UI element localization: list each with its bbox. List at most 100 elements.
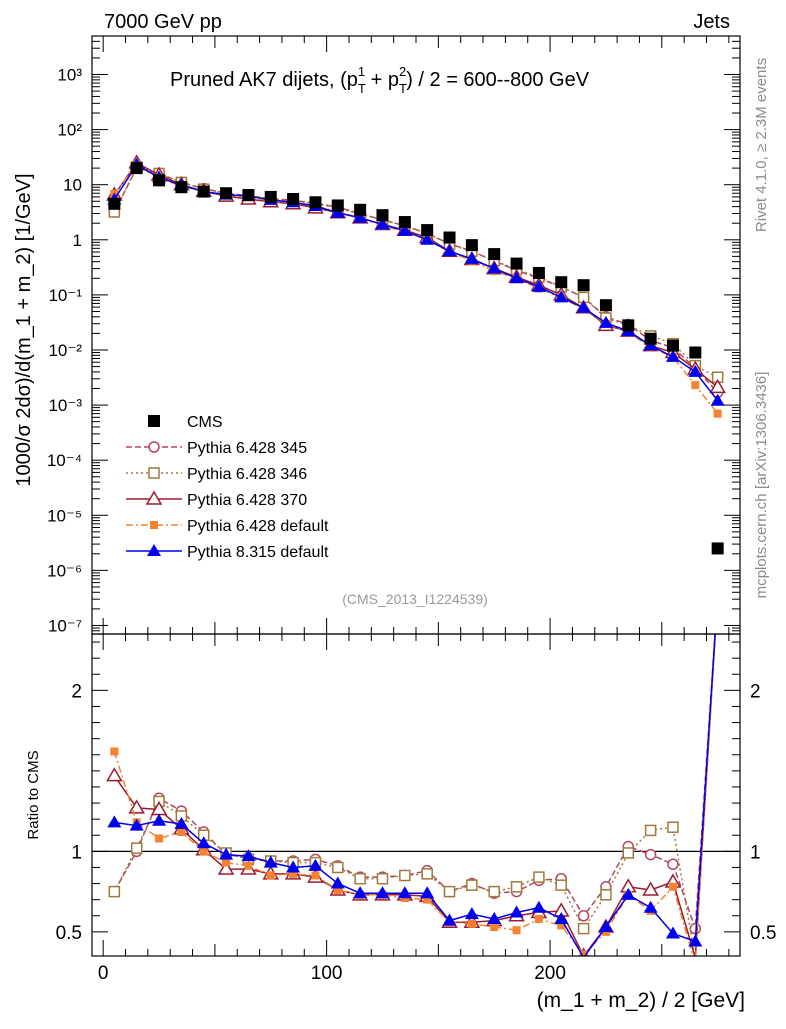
ratio-point-pythia-6-428-default <box>512 926 521 935</box>
legend-marker-pythia-6-428-346 <box>148 467 160 479</box>
ratio-point-pythia-6-428-default <box>177 828 186 837</box>
ratio-point-pythia-8-315-default <box>375 886 390 899</box>
ratio-point-pythia-6-428-default <box>289 869 298 878</box>
ratio-point-pythia-6-428-346 <box>130 842 143 854</box>
data-point-cms <box>108 197 121 210</box>
ratio-point-pythia-6-428-default <box>579 950 588 956</box>
ratio-point-pythia-6-428-346 <box>108 885 121 898</box>
data-point-pythia-8-315-default <box>397 223 412 236</box>
ratio-point-pythia-6-428-default <box>199 847 208 856</box>
ratio-point-pythia-8-315-default <box>554 911 569 924</box>
data-point-cms <box>153 174 166 187</box>
ratio-point-pythia-6-428-default <box>266 871 275 880</box>
ratio-point-pythia-6-428-346 <box>600 889 612 901</box>
ratio-point-pythia-6-428-346 <box>376 872 389 885</box>
main-y-axis-label: 1000/σ 2dσ)/d(m_1 + m_2) [1/GeV] <box>13 173 35 486</box>
ratio-point-pythia-6-428-default <box>557 921 566 930</box>
legend-label-pythia-6-428-default: Pythia 6.428 default <box>187 518 329 535</box>
ratio-point-pythia-6-428-346 <box>555 879 567 891</box>
data-point-pythia-8-315-default <box>330 205 345 218</box>
ratio-point-pythia-8-315-default <box>286 860 301 873</box>
ratio-line-pythia-6-428-370 <box>113 634 716 956</box>
data-point-cms <box>666 339 679 352</box>
data-point-pythia-8-315-default <box>710 393 725 406</box>
data-point-cms <box>130 162 143 175</box>
ratio-point-pythia-6-428-default <box>311 871 320 880</box>
data-point-cms <box>309 196 322 209</box>
ratio-plot-frame <box>91 633 741 957</box>
data-point-pythia-8-315-default <box>509 271 524 284</box>
ratio-point-pythia-8-315-default <box>152 813 167 826</box>
ratio-point-pythia-8-315-default <box>665 926 680 939</box>
ratio-point-pythia-8-315-default <box>643 900 658 913</box>
data-point-cms <box>532 266 545 279</box>
data-point-pythia-8-315-default <box>688 364 703 377</box>
ratio-point-pythia-6-428-default <box>333 885 342 894</box>
legend-marker-pythia-6-428-default <box>150 521 158 529</box>
ratio-point-pythia-6-428-default <box>467 919 476 928</box>
data-point-pythia-8-315-default <box>576 300 591 313</box>
main-series-layer <box>106 154 726 555</box>
ratio-point-pythia-8-315-default <box>442 913 457 926</box>
legend-marker-pythia-6-428-345 <box>148 441 160 453</box>
ratio-point-pythia-8-315-default <box>397 886 412 899</box>
y-tick-label: 10⁻⁷ <box>48 616 82 635</box>
y-tick-label: 10⁻⁴ <box>47 451 82 470</box>
legend-label-cms: CMS <box>187 414 223 431</box>
y-tick-label: 10 <box>63 176 82 195</box>
header-energy-label: 7000 GeV pp <box>104 11 222 33</box>
data-point-pythia-6-428-default <box>713 409 722 418</box>
data-point-cms <box>264 190 277 203</box>
ratio-point-pythia-6-428-346 <box>488 885 500 898</box>
ratio-point-pythia-8-315-default <box>219 847 234 860</box>
ratio-point-pythia-8-315-default <box>196 836 211 849</box>
ratio-point-pythia-6-428-default <box>490 923 499 932</box>
data-point-cms <box>287 193 300 206</box>
ratio-point-pythia-8-315-default <box>420 886 435 899</box>
data-point-pythia-8-315-default <box>487 261 502 274</box>
ratio-point-pythia-6-428-default <box>534 914 543 923</box>
ratio-line-pythia-6-428-346 <box>113 634 716 956</box>
legend-marker-cms <box>148 415 160 427</box>
data-point-cms <box>488 248 501 261</box>
data-point-pythia-8-315-default <box>598 315 613 328</box>
ratio-point-pythia-6-428-default <box>110 747 119 756</box>
data-point-cms <box>197 185 210 198</box>
ratio-point-pythia-6-428-346 <box>399 869 411 882</box>
data-point-cms <box>465 239 478 252</box>
data-point-pythia-8-315-default <box>375 217 390 230</box>
legend-label-pythia-6-428-345: Pythia 6.428 345 <box>187 440 307 457</box>
ratio-point-pythia-8-315-default <box>107 815 122 828</box>
data-point-cms <box>443 231 456 244</box>
data-point-cms <box>644 332 657 345</box>
data-point-cms <box>175 181 188 194</box>
data-point-pythia-6-428-370 <box>709 378 726 394</box>
y-tick-label: 10⁻⁶ <box>47 561 82 580</box>
x-tick-label: 0 <box>98 963 109 984</box>
data-point-cms <box>421 224 434 237</box>
ratio-point-pythia-6-428-default <box>668 882 677 891</box>
ratio-point-pythia-8-315-default <box>464 907 479 920</box>
ratio-point-pythia-8-315-default <box>621 887 636 900</box>
mcplots-source-label: mcplots.cern.ch [arXiv:1306.3436] <box>753 372 770 599</box>
ratio-point-pythia-8-315-default <box>174 816 189 829</box>
data-point-cms <box>376 209 389 222</box>
ratio-point-pythia-6-428-346 <box>421 868 433 880</box>
ratio-point-pythia-6-428-346 <box>622 847 635 859</box>
ratio-y-tick-label: 0.5 <box>56 923 82 944</box>
main-axis-ticks: 10⁻⁷ 10⁻⁶ 10⁻⁵ 10⁻⁴ 10⁻³ 10⁻² 10⁻¹ 1 10 10² 10³ <box>47 35 740 635</box>
data-point-cms <box>622 319 635 332</box>
ratio-point-pythia-8-315-default <box>241 849 256 862</box>
data-point-pythia-6-428-default <box>691 381 700 390</box>
data-point-pythia-8-315-default <box>531 279 546 292</box>
x-tick-label: 100 <box>311 963 343 984</box>
ratio-point-pythia-6-428-345 <box>644 848 657 861</box>
data-point-cms <box>555 276 568 289</box>
data-point-pythia-8-315-default <box>665 349 680 362</box>
ratio-point-pythia-6-428-345 <box>577 910 590 922</box>
ratio-y-tick-label: 1 <box>71 842 82 863</box>
data-point-cms <box>354 203 367 216</box>
data-point-cms <box>577 279 590 292</box>
